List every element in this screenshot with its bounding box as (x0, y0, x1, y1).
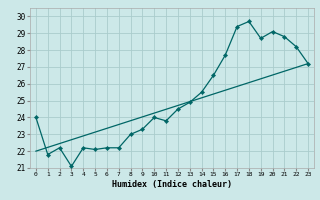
X-axis label: Humidex (Indice chaleur): Humidex (Indice chaleur) (112, 180, 232, 189)
